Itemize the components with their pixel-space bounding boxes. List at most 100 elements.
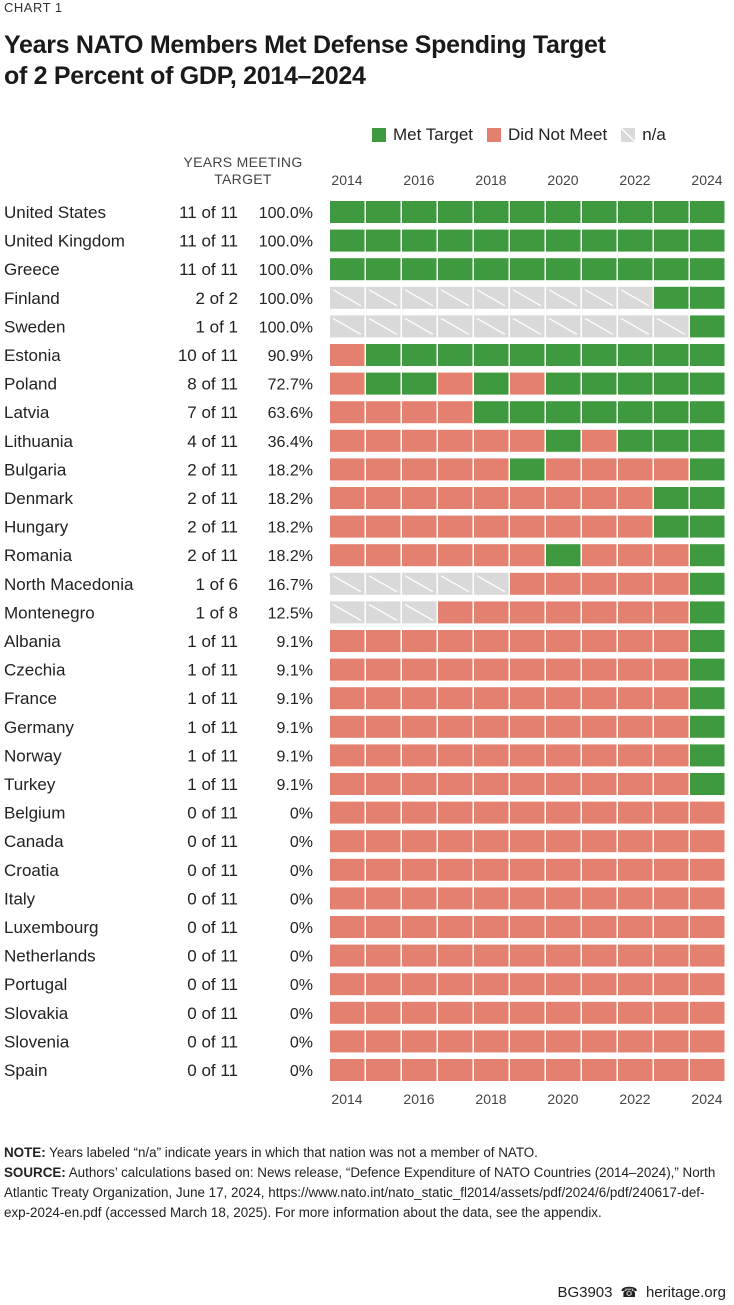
cell-lithuania-2017 xyxy=(438,429,473,452)
cell-montenegro-2023 xyxy=(654,601,689,624)
cell-france-2019 xyxy=(510,687,545,710)
cell-norway-2021 xyxy=(582,744,617,767)
cell-canada-2017 xyxy=(438,830,473,853)
cell-slovakia-2014 xyxy=(330,1001,365,1024)
legend-swatch-not xyxy=(487,128,502,142)
cell-hungary-2017 xyxy=(438,515,473,538)
cell-slovakia-2020 xyxy=(546,1001,581,1024)
country-label-denmark: Denmark xyxy=(4,489,73,508)
cell-belgium-2020 xyxy=(546,801,581,824)
na-hatch-sweden-2019 xyxy=(512,317,542,335)
cell-spain-2015 xyxy=(366,1059,401,1081)
cell-united-kingdom-2018 xyxy=(474,229,509,252)
na-hatch-finland-2020 xyxy=(548,289,578,307)
cell-luxembourg-2019 xyxy=(510,916,545,938)
cell-albania-2016 xyxy=(402,630,437,652)
cell-poland-2017 xyxy=(438,372,473,395)
cell-slovakia-2018 xyxy=(474,1001,509,1024)
cell-germany-2017 xyxy=(438,715,473,738)
cell-germany-2018 xyxy=(474,715,509,738)
cell-luxembourg-2024 xyxy=(690,916,725,938)
cell-greece-2021 xyxy=(582,258,617,281)
cell-greece-2023 xyxy=(654,258,689,281)
cell-lithuania-2016 xyxy=(402,429,437,452)
cell-hungary-2023 xyxy=(654,515,689,538)
cell-montenegro-2020 xyxy=(546,601,581,624)
na-hatch-finland-2014 xyxy=(332,289,362,307)
percent-greece: 100.0% xyxy=(259,262,313,279)
cell-slovenia-2019 xyxy=(510,1030,545,1053)
years-meeting-latvia: 7 of 11 xyxy=(187,403,238,422)
percent-canada: 0% xyxy=(290,834,313,851)
cell-denmark-2020 xyxy=(546,487,581,509)
country-label-albania: Albania xyxy=(4,632,61,651)
na-hatch-sweden-2015 xyxy=(368,317,398,335)
cell-portugal-2020 xyxy=(546,973,581,996)
years-meeting-greece: 11 of 11 xyxy=(179,260,238,279)
cell-bulgaria-2015 xyxy=(366,458,401,481)
cell-france-2014 xyxy=(330,687,365,710)
cell-lithuania-2021 xyxy=(582,429,617,452)
footer-code: BG3903 xyxy=(557,1284,613,1301)
cell-montenegro-2019 xyxy=(510,601,545,624)
cell-germany-2014 xyxy=(330,715,365,738)
chart-kicker: CHART 1 xyxy=(4,0,63,15)
cell-estonia-2015 xyxy=(366,344,401,366)
percent-montenegro: 12.5% xyxy=(268,605,313,622)
cell-hungary-2020 xyxy=(546,515,581,538)
cell-lithuania-2020 xyxy=(546,429,581,452)
cell-denmark-2023 xyxy=(654,487,689,509)
cell-bulgaria-2022 xyxy=(618,458,653,481)
cell-romania-2024 xyxy=(690,544,725,567)
na-hatch-finland-2016 xyxy=(404,289,434,307)
cell-denmark-2019 xyxy=(510,487,545,509)
cell-latvia-2014 xyxy=(330,401,365,424)
cell-luxembourg-2023 xyxy=(654,916,689,938)
cell-italy-2024 xyxy=(690,887,725,910)
na-hatch-sweden-2023 xyxy=(656,317,686,335)
cell-united-kingdom-2020 xyxy=(546,229,581,252)
cell-italy-2019 xyxy=(510,887,545,910)
cell-netherlands-2023 xyxy=(654,944,689,967)
cell-canada-2021 xyxy=(582,830,617,853)
cell-denmark-2016 xyxy=(402,487,437,509)
notes-section: NOTE: Years labeled “n/a” indicate years… xyxy=(4,1143,730,1223)
note-text: Years labeled “n/a” indicate years in wh… xyxy=(45,1145,538,1160)
country-label-belgium: Belgium xyxy=(4,804,65,823)
cell-netherlands-2017 xyxy=(438,944,473,967)
country-label-poland: Poland xyxy=(4,375,57,394)
cell-norway-2015 xyxy=(366,744,401,767)
cell-united-states-2019 xyxy=(510,201,545,223)
cell-czechia-2014 xyxy=(330,658,365,681)
cell-czechia-2020 xyxy=(546,658,581,681)
cell-germany-2019 xyxy=(510,715,545,738)
cell-slovenia-2016 xyxy=(402,1030,437,1053)
percent-belgium: 0% xyxy=(290,806,313,823)
country-label-hungary: Hungary xyxy=(4,518,69,537)
year-tick-2014: 2014 xyxy=(331,172,363,188)
years-meeting-portugal: 0 of 11 xyxy=(187,975,238,994)
country-label-lithuania: Lithuania xyxy=(4,432,74,451)
cell-canada-2024 xyxy=(690,830,725,853)
percent-czechia: 9.1% xyxy=(277,663,313,680)
cell-latvia-2024 xyxy=(690,401,725,424)
cell-estonia-2020 xyxy=(546,344,581,366)
cell-netherlands-2024 xyxy=(690,944,725,967)
cell-czechia-2022 xyxy=(618,658,653,681)
cell-poland-2023 xyxy=(654,372,689,395)
cell-denmark-2015 xyxy=(366,487,401,509)
cell-spain-2016 xyxy=(402,1059,437,1081)
cell-united-kingdom-2015 xyxy=(366,229,401,252)
percent-turkey: 9.1% xyxy=(277,777,313,794)
cell-denmark-2018 xyxy=(474,487,509,509)
cell-turkey-2022 xyxy=(618,773,653,795)
na-hatch-north-macedonia-2014 xyxy=(332,575,362,593)
cell-portugal-2014 xyxy=(330,973,365,996)
country-label-slovakia: Slovakia xyxy=(4,1004,69,1023)
percent-portugal: 0% xyxy=(290,977,313,994)
cell-norway-2018 xyxy=(474,744,509,767)
cell-croatia-2016 xyxy=(402,858,437,881)
cell-bulgaria-2014 xyxy=(330,458,365,481)
cell-belgium-2019 xyxy=(510,801,545,824)
cell-turkey-2024 xyxy=(690,773,725,795)
